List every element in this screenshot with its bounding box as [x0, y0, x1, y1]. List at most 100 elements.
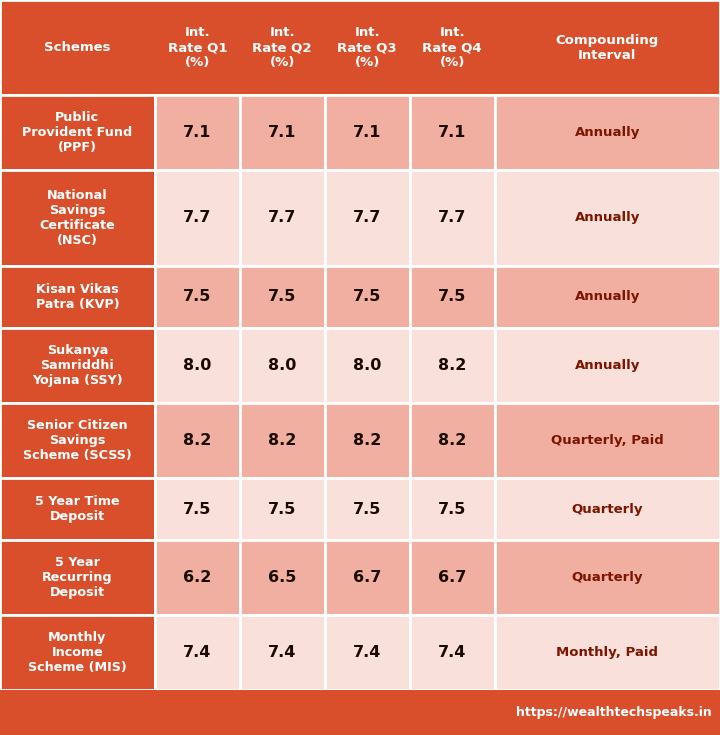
Bar [0, 95, 155, 170]
Bar [410, 265, 495, 328]
Bar [0, 690, 720, 735]
Text: 7.5: 7.5 [438, 501, 467, 517]
Bar [240, 95, 325, 170]
Text: 6.5: 6.5 [268, 570, 297, 585]
Text: 5 Year
Recurring
Deposit: 5 Year Recurring Deposit [42, 556, 113, 599]
Text: Monthly, Paid: Monthly, Paid [557, 646, 658, 659]
Text: 7.7: 7.7 [268, 210, 297, 225]
Bar [155, 95, 240, 170]
Bar [325, 540, 410, 615]
Text: Annually: Annually [575, 211, 640, 224]
Text: Quarterly: Quarterly [572, 571, 643, 584]
Text: 6.2: 6.2 [183, 570, 212, 585]
Text: 8.2: 8.2 [438, 358, 467, 373]
Text: 7.1: 7.1 [183, 125, 212, 140]
Text: 7.4: 7.4 [438, 645, 467, 660]
Bar [0, 265, 155, 328]
Bar [495, 478, 720, 540]
Bar [240, 615, 325, 690]
Text: Int.
Rate Q2
(%): Int. Rate Q2 (%) [253, 26, 312, 69]
Text: 7.5: 7.5 [268, 501, 297, 517]
Bar [410, 478, 495, 540]
Bar [0, 328, 155, 403]
Bar [240, 540, 325, 615]
Bar [495, 540, 720, 615]
Text: 7.5: 7.5 [268, 290, 297, 304]
Text: 8.0: 8.0 [268, 358, 297, 373]
Bar [155, 170, 240, 265]
Bar [410, 615, 495, 690]
Text: 7.5: 7.5 [438, 290, 467, 304]
Bar [495, 403, 720, 478]
Text: Schemes: Schemes [44, 41, 111, 54]
Text: 7.1: 7.1 [268, 125, 297, 140]
Bar [495, 265, 720, 328]
Bar [0, 615, 155, 690]
Text: National
Savings
Certificate
(NSC): National Savings Certificate (NSC) [40, 189, 115, 247]
Bar [495, 328, 720, 403]
Bar [155, 540, 240, 615]
Text: Int.
Rate Q4
(%): Int. Rate Q4 (%) [423, 26, 482, 69]
Text: 7.1: 7.1 [353, 125, 382, 140]
Text: 6.7: 6.7 [438, 570, 467, 585]
Bar [240, 265, 325, 328]
Text: Annually: Annually [575, 290, 640, 304]
Bar [410, 95, 495, 170]
Text: https://wealthtechspeaks.in: https://wealthtechspeaks.in [516, 706, 712, 719]
Text: 8.2: 8.2 [268, 433, 297, 448]
Bar [325, 95, 410, 170]
Text: Sukanya
Samriddhi
Yojana (SSY): Sukanya Samriddhi Yojana (SSY) [32, 344, 122, 387]
Bar [155, 478, 240, 540]
Bar [410, 328, 495, 403]
Text: 7.7: 7.7 [438, 210, 467, 225]
Bar [325, 403, 410, 478]
Bar [410, 540, 495, 615]
Bar [410, 170, 495, 265]
Bar [0, 170, 155, 265]
Bar [410, 403, 495, 478]
Bar [0, 0, 720, 95]
Bar [0, 540, 155, 615]
Bar [495, 170, 720, 265]
Bar [240, 170, 325, 265]
Text: 7.5: 7.5 [183, 501, 212, 517]
Text: 8.0: 8.0 [183, 358, 212, 373]
Text: 8.2: 8.2 [353, 433, 382, 448]
Text: 8.2: 8.2 [183, 433, 212, 448]
Text: 5 Year Time
Deposit: 5 Year Time Deposit [35, 495, 120, 523]
Text: 8.2: 8.2 [438, 433, 467, 448]
Text: 7.7: 7.7 [183, 210, 212, 225]
Text: 7.4: 7.4 [183, 645, 212, 660]
Bar [325, 170, 410, 265]
Text: Int.
Rate Q3
(%): Int. Rate Q3 (%) [338, 26, 397, 69]
Text: 8.0: 8.0 [353, 358, 382, 373]
Bar [155, 328, 240, 403]
Text: Compounding
Interval: Compounding Interval [556, 34, 659, 62]
Bar [0, 478, 155, 540]
Bar [155, 265, 240, 328]
Text: Int.
Rate Q1
(%): Int. Rate Q1 (%) [168, 26, 227, 69]
Bar [325, 615, 410, 690]
Bar [495, 95, 720, 170]
Bar [240, 328, 325, 403]
Bar [155, 403, 240, 478]
Bar [325, 478, 410, 540]
Text: 7.5: 7.5 [353, 290, 382, 304]
Bar [325, 265, 410, 328]
Text: Annually: Annually [575, 359, 640, 372]
Bar [240, 478, 325, 540]
Text: Quarterly: Quarterly [572, 503, 643, 515]
Bar [240, 403, 325, 478]
Text: 7.4: 7.4 [268, 645, 297, 660]
Bar [325, 328, 410, 403]
Text: 7.5: 7.5 [183, 290, 212, 304]
Bar [495, 615, 720, 690]
Text: Annually: Annually [575, 126, 640, 139]
Bar [155, 615, 240, 690]
Text: 7.7: 7.7 [353, 210, 382, 225]
Text: Kisan Vikas
Patra (KVP): Kisan Vikas Patra (KVP) [35, 283, 120, 311]
Text: Monthly
Income
Scheme (MIS): Monthly Income Scheme (MIS) [28, 631, 127, 674]
Bar [0, 403, 155, 478]
Text: Senior Citizen
Savings
Scheme (SCSS): Senior Citizen Savings Scheme (SCSS) [23, 419, 132, 462]
Text: 6.7: 6.7 [353, 570, 382, 585]
